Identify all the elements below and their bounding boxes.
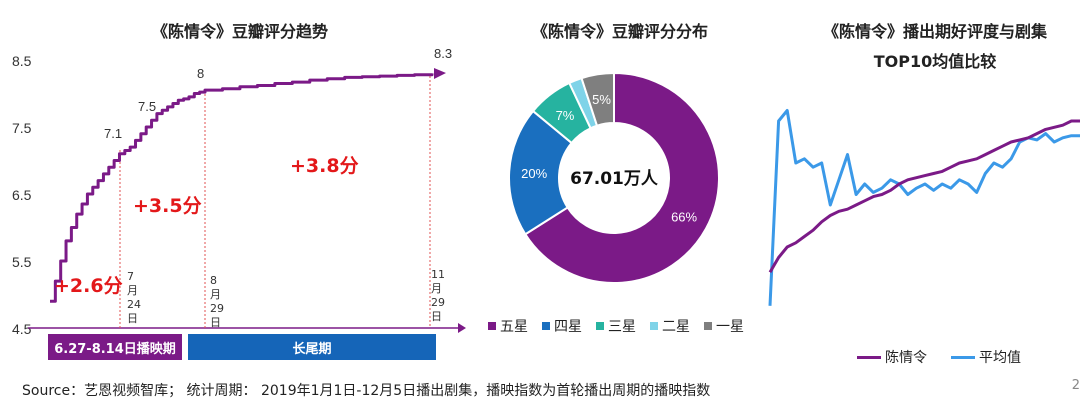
gain-label: +3.5分 <box>133 195 202 217</box>
average-line <box>768 109 1080 306</box>
donut-slice-label: 20% <box>521 166 547 181</box>
rating-trend-chart: 8.5 7.5 6.5 5.5 4.5 7.1 7.5 8 8.3 +2.6分 … <box>12 46 466 337</box>
svg-text:29: 29 <box>210 302 224 315</box>
middle-chart-title: 《陈情令》豆瓣评分分布 <box>531 22 708 41</box>
rating-distribution-donut: 66% 20% 7% 5% 67.01万人 <box>508 71 720 284</box>
y-axis-ticks: 8.5 7.5 6.5 5.5 4.5 <box>12 53 32 337</box>
legend-swatch <box>704 322 712 330</box>
donut-slice <box>523 71 720 284</box>
date-label-2: 8 月 29 日 <box>210 274 224 329</box>
svg-text:日: 日 <box>127 312 138 325</box>
legend-swatch <box>488 322 496 330</box>
svg-text:24: 24 <box>127 298 141 311</box>
trend-line <box>50 73 434 303</box>
line-legend: 陈情令 平均值 <box>857 347 1029 367</box>
svg-text:11: 11 <box>431 268 445 281</box>
phase-bar-longtail: 长尾期 <box>188 334 436 360</box>
comparison-line-chart <box>768 109 1080 306</box>
source-note: Source：艺恩视频智库； 统计周期： 2019年1月1日-12月5日播出剧集… <box>22 383 711 399</box>
gain-label: +3.8分 <box>290 155 359 177</box>
x-axis-arrow-icon <box>458 323 466 333</box>
date-label-1: 7 月 24 日 <box>127 270 141 325</box>
donut-slice <box>580 71 616 127</box>
value-label: 7.5 <box>138 99 156 114</box>
svg-text:月: 月 <box>431 282 442 295</box>
legend-swatch <box>650 322 658 330</box>
svg-text:7: 7 <box>127 270 134 283</box>
gain-label: +2.6分 <box>54 275 123 297</box>
svg-text:日: 日 <box>431 310 442 323</box>
legend-line-swatch <box>857 355 881 359</box>
right-chart-title-line2: TOP10均值比较 <box>873 52 997 71</box>
donut-center-label: 67.01万人 <box>570 169 659 189</box>
left-chart-title: 《陈情令》豆瓣评分趋势 <box>151 22 328 41</box>
chenqingling-line <box>768 119 1080 273</box>
date-label-3: 11 月 29 日 <box>431 268 445 323</box>
vertical-markers <box>119 76 431 328</box>
legend-swatch <box>596 322 604 330</box>
svg-text:29: 29 <box>431 296 445 309</box>
y-tick-label: 5.5 <box>12 254 32 270</box>
donut-slice-label: 7% <box>556 108 575 123</box>
legend-line-swatch <box>951 355 975 359</box>
svg-text:8: 8 <box>210 274 217 287</box>
y-tick-label: 4.5 <box>12 321 32 337</box>
legend-swatch <box>542 322 550 330</box>
phase-bar-broadcast: 6.27-8.14日播映期 <box>48 334 182 360</box>
svg-text:月: 月 <box>127 284 138 297</box>
value-label: 8.3 <box>434 46 452 61</box>
value-label: 8 <box>197 66 204 81</box>
donut-slice-label: 5% <box>592 92 611 107</box>
value-label: 7.1 <box>104 126 122 141</box>
donut-slice-label: 66% <box>671 210 697 225</box>
y-tick-label: 8.5 <box>12 53 32 69</box>
right-chart-title-line1: 《陈情令》播出期好评度与剧集 <box>822 22 1047 41</box>
y-tick-label: 7.5 <box>12 120 32 136</box>
page-number: 2 <box>1071 378 1080 393</box>
svg-text:月: 月 <box>210 288 221 301</box>
donut-legend: 五星 四星 三星 二星 一星 <box>488 316 752 336</box>
svg-text:日: 日 <box>210 316 221 329</box>
trend-arrow-icon <box>434 68 446 79</box>
y-tick-label: 6.5 <box>12 187 32 203</box>
